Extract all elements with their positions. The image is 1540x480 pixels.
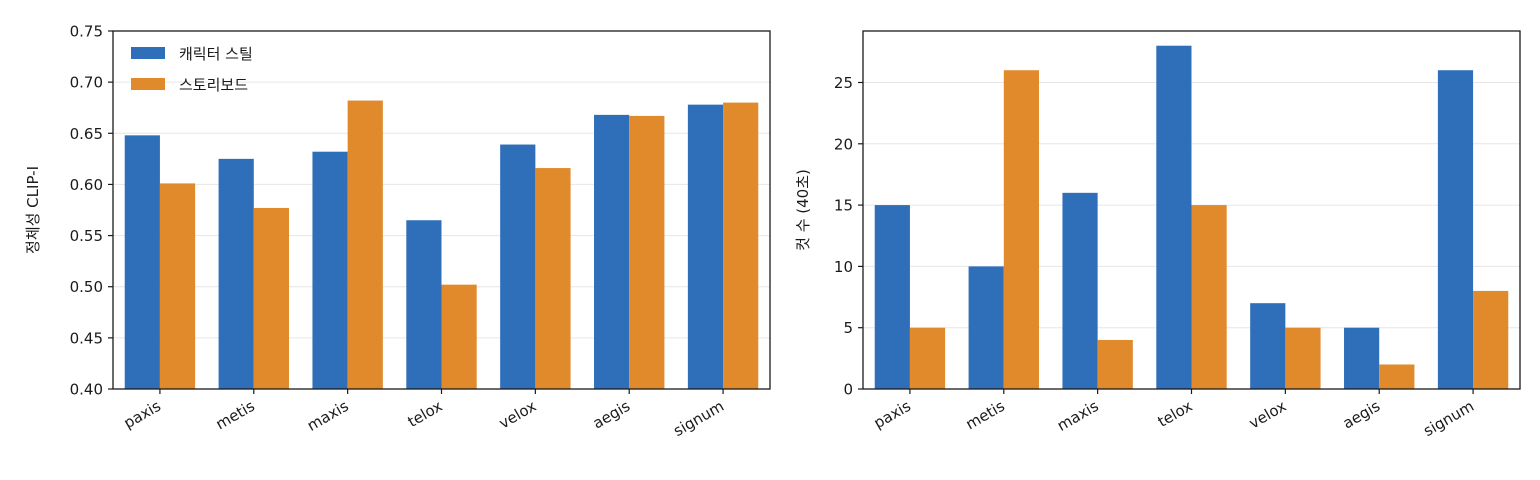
bar-aegis-series-2 bbox=[1379, 364, 1415, 389]
x-tick-label-telox: telox bbox=[1155, 397, 1196, 431]
x-tick-label-metis: metis bbox=[963, 397, 1008, 434]
bar-signum-series-2 bbox=[723, 102, 759, 389]
y-tick-label: 10 bbox=[834, 258, 853, 276]
x-tick-label-velox: velox bbox=[1246, 397, 1290, 433]
bar-telox-series-1 bbox=[406, 220, 442, 389]
bar-maxis-series-2 bbox=[347, 100, 383, 389]
x-tick-label-paxis: paxis bbox=[121, 397, 164, 432]
bar-aegis-series-1 bbox=[594, 114, 630, 390]
x-tick-label-aegis: aegis bbox=[1340, 397, 1384, 433]
y-tick-label: 0.70 bbox=[70, 74, 103, 92]
y-tick-label: 0.65 bbox=[70, 125, 103, 143]
bar-paxis-series-2 bbox=[909, 327, 946, 389]
x-tick-label-signum: signum bbox=[1420, 397, 1477, 440]
bar-aegis-series-1 bbox=[1344, 327, 1380, 389]
bar-metis-series-2 bbox=[1003, 70, 1039, 389]
y-tick-label: 0.60 bbox=[70, 176, 103, 194]
y-axis-label: 컷 수 (40초) bbox=[794, 169, 812, 251]
legend-label-1: 캐릭터 스틸 bbox=[179, 45, 253, 63]
x-tick-label-aegis: aegis bbox=[590, 397, 634, 433]
y-tick-label: 0.40 bbox=[70, 381, 103, 399]
y-tick-label: 0 bbox=[843, 381, 853, 399]
bar-signum-series-2 bbox=[1473, 290, 1509, 389]
bar-velox-series-1 bbox=[1250, 303, 1286, 389]
legend-swatch-1 bbox=[131, 47, 165, 59]
y-tick-label: 0.75 bbox=[70, 23, 103, 41]
bar-maxis-series-1 bbox=[1062, 192, 1098, 389]
y-tick-label: 0.50 bbox=[70, 278, 103, 296]
y-axis-label: 정체성 CLIP-I bbox=[24, 166, 42, 254]
bar-signum-series-1 bbox=[1437, 70, 1474, 389]
bar-telox-series-1 bbox=[1156, 45, 1192, 389]
bar-signum-series-1 bbox=[687, 104, 724, 389]
bar-telox-series-2 bbox=[1191, 205, 1227, 389]
bar-velox-series-2 bbox=[535, 168, 571, 389]
x-tick-label-signum: signum bbox=[670, 397, 727, 440]
bar-metis-series-1 bbox=[968, 266, 1004, 389]
y-tick-label: 0.55 bbox=[70, 227, 103, 245]
legend-swatch-2 bbox=[131, 78, 165, 90]
y-tick-label: 15 bbox=[834, 197, 853, 215]
bar-metis-series-1 bbox=[218, 158, 254, 389]
x-tick-label-metis: metis bbox=[213, 397, 258, 434]
y-tick-label: 0.45 bbox=[70, 329, 103, 347]
chart-panel-2: 0 5 10 15 20 25 paxis metis maxis telox velox aegis… bbox=[794, 30, 1521, 440]
bar-paxis-series-1 bbox=[124, 135, 160, 389]
bar-paxis-series-1 bbox=[874, 205, 910, 389]
y-tick-label: 20 bbox=[834, 135, 853, 153]
y-tick-label: 25 bbox=[834, 74, 853, 92]
chart-panel-1: 0.40 0.45 0.50 0.55 0.60 0.65 0.70 0.75 paxis met… bbox=[24, 23, 771, 440]
bar-aegis-series-2 bbox=[629, 115, 665, 389]
x-tick-label-maxis: maxis bbox=[1054, 397, 1102, 435]
bar-velox-series-2 bbox=[1285, 327, 1321, 389]
x-tick-label-telox: telox bbox=[405, 397, 446, 431]
x-tick-label-velox: velox bbox=[496, 397, 540, 433]
bar-paxis-series-2 bbox=[159, 183, 196, 389]
bar-maxis-series-1 bbox=[312, 151, 348, 389]
bar-metis-series-2 bbox=[253, 207, 289, 389]
x-tick-label-paxis: paxis bbox=[871, 397, 914, 432]
bar-velox-series-1 bbox=[500, 144, 536, 389]
bar-telox-series-2 bbox=[441, 284, 477, 389]
legend-label-2: 스토리보드 bbox=[179, 76, 248, 94]
y-tick-label: 5 bbox=[843, 319, 853, 337]
bar-maxis-series-2 bbox=[1097, 339, 1133, 389]
x-tick-label-maxis: maxis bbox=[304, 397, 352, 435]
